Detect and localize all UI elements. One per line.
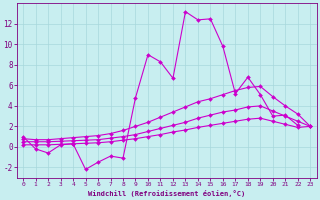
X-axis label: Windchill (Refroidissement éolien,°C): Windchill (Refroidissement éolien,°C) [88, 190, 245, 197]
